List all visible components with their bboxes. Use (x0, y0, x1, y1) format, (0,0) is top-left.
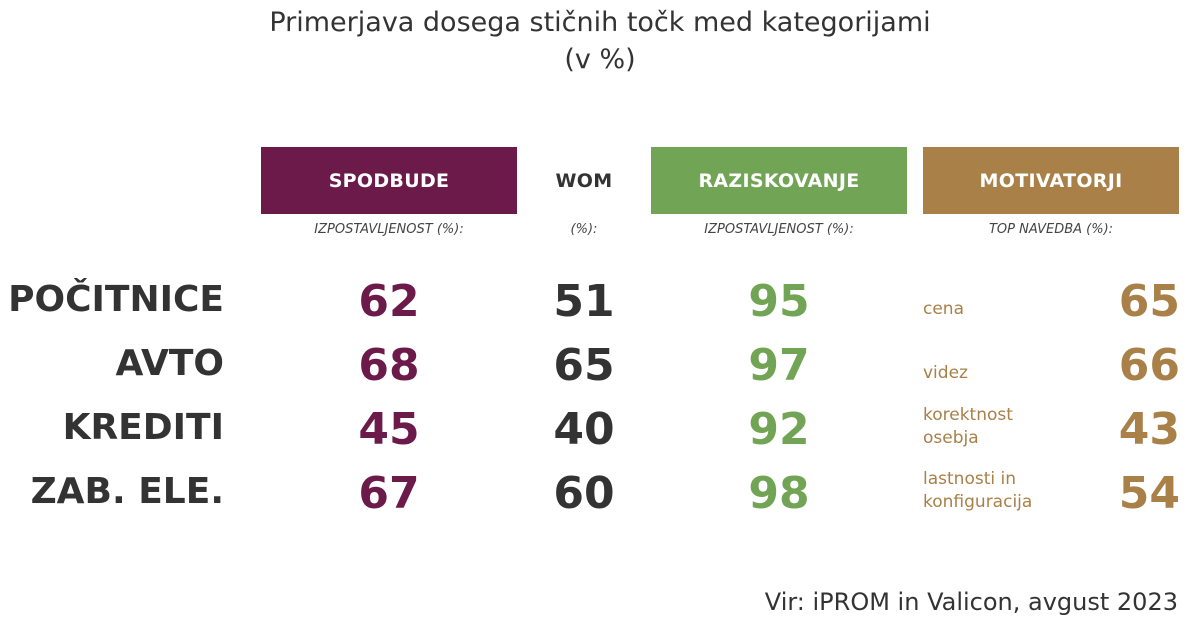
column-subheader-spodbude: IZPOSTAVLJENOST (%): (261, 222, 517, 237)
motivator-label-line: konfiguracija (923, 491, 1073, 514)
motivator-label-line: videz (923, 362, 1073, 385)
chart-title: Primerjava dosega stičnih točk med kateg… (0, 5, 1200, 41)
column-subheader-motivatorji: TOP NAVEDBA (%): (923, 222, 1179, 237)
value-wom: 65 (528, 340, 640, 392)
value-spodbude: 45 (261, 404, 517, 456)
row-label: AVTO (0, 342, 224, 386)
value-spodbude: 62 (261, 276, 517, 328)
motivator-label-line: osebja (923, 427, 1073, 450)
motivator-label: korektnost osebja (923, 404, 1073, 450)
motivator-label-line: cena (923, 298, 1073, 321)
row-label: KREDITI (0, 406, 224, 450)
motivator-label-line: lastnosti in (923, 468, 1073, 491)
value-wom: 51 (528, 276, 640, 328)
value-motivatorji: 66 (1080, 340, 1180, 392)
value-motivatorji: 65 (1080, 276, 1180, 328)
column-header-motivatorji: MOTIVATORJI (923, 147, 1179, 214)
column-subheader-raziskovanje: IZPOSTAVLJENOST (%): (651, 222, 907, 237)
column-subheader-wom: (%): (528, 222, 640, 237)
value-motivatorji: 43 (1080, 404, 1180, 456)
value-raziskovanje: 98 (651, 468, 907, 520)
row-label: ZAB. ELE. (0, 470, 224, 514)
value-spodbude: 68 (261, 340, 517, 392)
value-motivatorji: 54 (1080, 468, 1180, 520)
motivator-label: cena (923, 298, 1073, 321)
value-spodbude: 67 (261, 468, 517, 520)
motivator-label: videz (923, 362, 1073, 385)
value-raziskovanje: 97 (651, 340, 907, 392)
motivator-label: lastnosti in konfiguracija (923, 468, 1073, 514)
column-header-raziskovanje: RAZISKOVANJE (651, 147, 907, 214)
column-header-spodbude: SPODBUDE (261, 147, 517, 214)
value-raziskovanje: 95 (651, 276, 907, 328)
value-raziskovanje: 92 (651, 404, 907, 456)
chart-subtitle: (v %) (0, 42, 1200, 78)
motivator-label-line: korektnost (923, 404, 1073, 427)
source-note: Vir: iPROM in Valicon, avgust 2023 (765, 588, 1178, 616)
column-header-wom: WOM (528, 147, 640, 214)
row-label: POČITNICE (0, 278, 224, 322)
value-wom: 60 (528, 468, 640, 520)
value-wom: 40 (528, 404, 640, 456)
